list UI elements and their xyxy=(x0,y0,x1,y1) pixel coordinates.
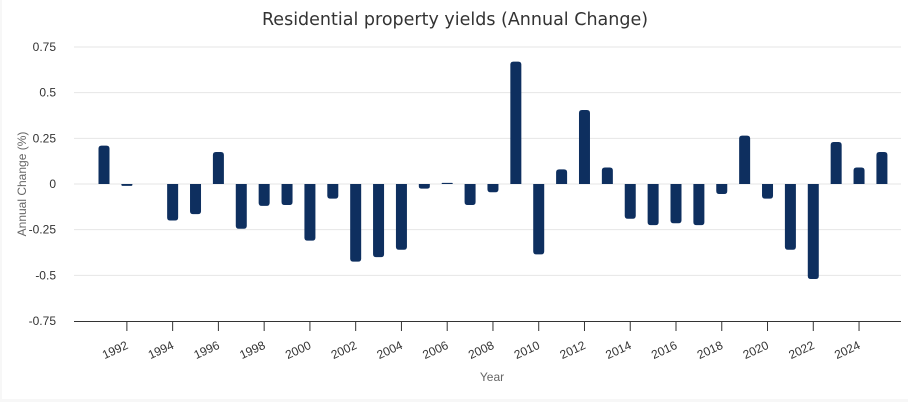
y-axis-label: Annual Change (%) xyxy=(15,132,29,237)
bar-2023[interactable] xyxy=(830,141,842,184)
x-tick-label: 1998 xyxy=(237,338,267,362)
x-tick-label: 2006 xyxy=(420,338,450,362)
bar-2016[interactable] xyxy=(670,184,682,224)
bars xyxy=(98,61,888,279)
bar-2025[interactable] xyxy=(876,152,888,184)
bar-2018[interactable] xyxy=(716,184,728,195)
bar-2013[interactable] xyxy=(601,167,613,184)
x-tick-label: 1992 xyxy=(100,338,130,362)
x-tick-label: 2020 xyxy=(741,338,771,362)
bar-2019[interactable] xyxy=(739,135,751,184)
x-tick-label: 2000 xyxy=(283,338,313,362)
x-tick-label: 2018 xyxy=(695,338,725,362)
x-tick-label: 2004 xyxy=(375,338,405,362)
bar-2009[interactable] xyxy=(510,61,522,184)
y-tick-label: -0.75 xyxy=(29,314,57,328)
bar-2010[interactable] xyxy=(533,184,545,255)
x-tick-label: 2008 xyxy=(466,338,496,362)
gridlines xyxy=(74,46,901,276)
bar-2000[interactable] xyxy=(304,184,316,241)
bar-1995[interactable] xyxy=(190,184,202,215)
y-tick-label: 0.25 xyxy=(33,131,57,145)
x-tick-label: 2012 xyxy=(558,338,588,362)
bar-2012[interactable] xyxy=(578,110,590,184)
x-axis: 1992 1994 1996 1998 2000 2002 2004 2006 2008 2010… xyxy=(74,321,901,362)
bar-1996[interactable] xyxy=(212,152,224,184)
bar-2022[interactable] xyxy=(807,184,819,279)
bar-1991[interactable] xyxy=(98,145,110,184)
x-tick-label: 2014 xyxy=(603,338,633,362)
x-tick-label: 2024 xyxy=(832,338,862,362)
bar-2002[interactable] xyxy=(350,184,362,262)
y-tick-label: -0.5 xyxy=(35,268,56,282)
bar-2014[interactable] xyxy=(624,184,636,219)
y-tick-label: 0 xyxy=(49,177,56,191)
bar-2005[interactable] xyxy=(418,184,430,189)
bar-1999[interactable] xyxy=(281,184,293,206)
x-tick-label: 1996 xyxy=(192,338,222,362)
x-tick-label: 2016 xyxy=(649,338,679,362)
y-tick-label: -0.25 xyxy=(29,223,57,237)
bar-2001[interactable] xyxy=(327,184,339,199)
x-tick-label: 2022 xyxy=(786,338,816,362)
bar-2017[interactable] xyxy=(693,184,705,226)
bar-2004[interactable] xyxy=(395,184,407,250)
x-tick-label: 1994 xyxy=(146,338,176,362)
bar-2006[interactable] xyxy=(441,182,453,184)
chart-title: Residential property yields (Annual Chan… xyxy=(262,10,648,30)
x-tick-label: 2010 xyxy=(512,338,542,362)
x-axis-label: Year xyxy=(480,370,504,384)
y-axis-ticks: 0.75 0.5 0.25 0 -0.25 -0.5 -0.75 xyxy=(29,40,57,328)
bar-1992[interactable] xyxy=(121,184,133,186)
x-tick-label: 2002 xyxy=(329,338,359,362)
bar-1994[interactable] xyxy=(167,184,179,221)
bar-2021[interactable] xyxy=(784,184,796,250)
bar-1997[interactable] xyxy=(235,184,247,229)
bar-1998[interactable] xyxy=(258,184,270,206)
bar-2020[interactable] xyxy=(762,184,774,199)
y-tick-label: 0.5 xyxy=(39,86,56,100)
bar-2003[interactable] xyxy=(373,184,385,258)
bar-2007[interactable] xyxy=(464,184,476,206)
bar-2011[interactable] xyxy=(556,169,568,184)
bar-2024[interactable] xyxy=(853,167,865,184)
y-tick-label: 0.75 xyxy=(33,40,57,54)
bar-2008[interactable] xyxy=(487,184,499,193)
bar-2015[interactable] xyxy=(647,184,659,226)
